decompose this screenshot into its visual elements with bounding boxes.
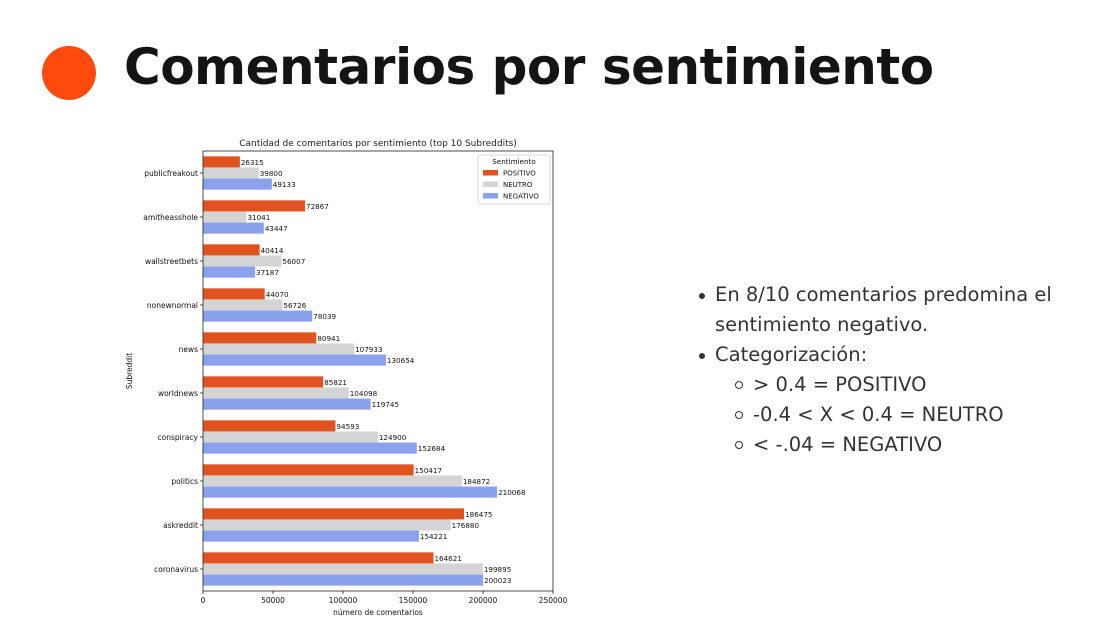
y-tick-label: amitheasshole	[143, 213, 198, 222]
bar-negativo	[203, 574, 484, 586]
y-tick-label: publicfreakout	[144, 169, 198, 178]
legend-label: POSITIVO	[503, 170, 536, 178]
x-tick-label: 250000	[539, 596, 568, 605]
bar-negativo	[203, 530, 419, 542]
bar-neutro	[203, 475, 462, 487]
bar-value-label: 78039	[313, 312, 336, 321]
x-tick-label: 150000	[399, 596, 428, 605]
bar-neutro	[203, 343, 355, 355]
bar-value-label: 210068	[498, 488, 526, 497]
bar-value-label: 39800	[260, 169, 283, 178]
x-tick-label: 200000	[469, 596, 498, 605]
bar-value-label: 130654	[387, 356, 415, 365]
x-tick-label: 100000	[329, 596, 358, 605]
sub-bullet-item: > 0.4 = POSITIVO	[697, 370, 1097, 400]
bar-neutro	[203, 563, 483, 575]
bar-value-label: 119745	[372, 400, 399, 409]
bar-value-label: 37187	[256, 268, 279, 277]
bar-value-label: 85821	[324, 378, 347, 387]
title-bullet-dot	[42, 46, 96, 100]
sub-bullet-item: < -.04 = NEGATIVO	[697, 430, 1097, 460]
bar-neutro	[203, 431, 378, 443]
bar-value-label: 199895	[484, 565, 511, 574]
bar-value-label: 56726	[283, 301, 306, 310]
bar-value-label: 72867	[306, 202, 329, 211]
y-tick-label: conspiracy	[158, 433, 199, 442]
bullet-item: Categorización:	[697, 340, 1097, 370]
bar-negativo	[203, 222, 264, 234]
bar-positivo	[203, 376, 324, 388]
bullet-list: En 8/10 comentarios predomina el sentimi…	[697, 280, 1097, 460]
bar-positivo	[203, 200, 306, 212]
bar-positivo	[203, 332, 317, 344]
legend-swatch	[483, 170, 498, 176]
bar-value-label: 124900	[379, 433, 407, 442]
x-axis-label: número de comentarios	[333, 608, 423, 617]
legend-label: NEUTRO	[503, 181, 533, 189]
legend-swatch	[483, 181, 498, 187]
bar-negativo	[203, 486, 498, 498]
bar-value-label: 31041	[247, 213, 270, 222]
bar-neutro	[203, 167, 259, 179]
bar-value-label: 43447	[265, 224, 288, 233]
bar-value-label: 94593	[336, 422, 359, 431]
page-title: Comentarios por sentimiento	[124, 38, 934, 96]
bar-neutro	[203, 299, 283, 311]
bar-positivo	[203, 464, 414, 476]
bar-neutro	[203, 255, 282, 267]
bar-neutro	[203, 211, 247, 223]
bullet-item: En 8/10 comentarios predomina el sentimi…	[697, 280, 1097, 340]
bar-value-label: 49133	[273, 180, 296, 189]
bar-value-label: 107933	[355, 345, 382, 354]
plot-frame	[202, 150, 554, 592]
bar-value-label: 164621	[434, 554, 461, 563]
bar-positivo	[203, 508, 465, 520]
bar-positivo	[203, 156, 240, 168]
bar-value-label: 56007	[282, 257, 305, 266]
bar-value-label: 44070	[266, 290, 289, 299]
bar-value-label: 152684	[418, 444, 446, 453]
y-tick-label: politics	[171, 477, 198, 486]
bar-value-label: 104098	[350, 389, 378, 398]
y-tick-label: coronavirus	[154, 565, 198, 574]
legend-label: NEGATIVO	[503, 193, 539, 201]
chart-title: Cantidad de comentarios por sentimiento …	[239, 139, 517, 149]
legend-box	[477, 154, 551, 205]
bar-value-label: 154221	[420, 532, 447, 541]
legend-swatch	[483, 193, 498, 199]
bar-value-label: 184872	[463, 477, 490, 486]
bar-neutro	[203, 519, 451, 531]
bar-value-label: 150417	[415, 466, 442, 475]
y-tick-label: nonewnormal	[147, 301, 198, 310]
x-tick-label: 50000	[261, 596, 285, 605]
sub-bullet-item: -0.4 < X < 0.4 = NEUTRO	[697, 400, 1097, 430]
bar-positivo	[203, 288, 265, 300]
bar-negativo	[203, 310, 313, 322]
bar-negativo	[203, 398, 371, 410]
y-tick-label: askreddit	[163, 521, 198, 530]
bar-value-label: 26315	[241, 158, 264, 167]
bar-value-label: 186475	[465, 510, 492, 519]
x-tick-label: 0	[201, 596, 206, 605]
bar-negativo	[203, 442, 417, 454]
y-tick-label: news	[179, 345, 199, 354]
bar-positivo	[203, 244, 260, 256]
bar-positivo	[203, 552, 434, 564]
bar-value-label: 176880	[452, 521, 480, 530]
bar-neutro	[203, 387, 349, 399]
y-tick-label: wallstreetbets	[145, 257, 198, 266]
y-axis-label: Subreddit	[125, 353, 134, 389]
bar-negativo	[203, 354, 386, 366]
bar-negativo	[203, 266, 256, 278]
bar-value-label: 200023	[484, 576, 511, 585]
legend-title: Sentimiento	[492, 157, 536, 166]
bar-negativo	[203, 178, 272, 190]
bar-value-label: 80941	[317, 334, 340, 343]
bar-positivo	[203, 420, 336, 432]
bar-value-label: 40414	[261, 246, 284, 255]
y-tick-label: worldnews	[158, 389, 198, 398]
bar-chart: Cantidad de comentarios por sentimiento …	[125, 139, 568, 617]
